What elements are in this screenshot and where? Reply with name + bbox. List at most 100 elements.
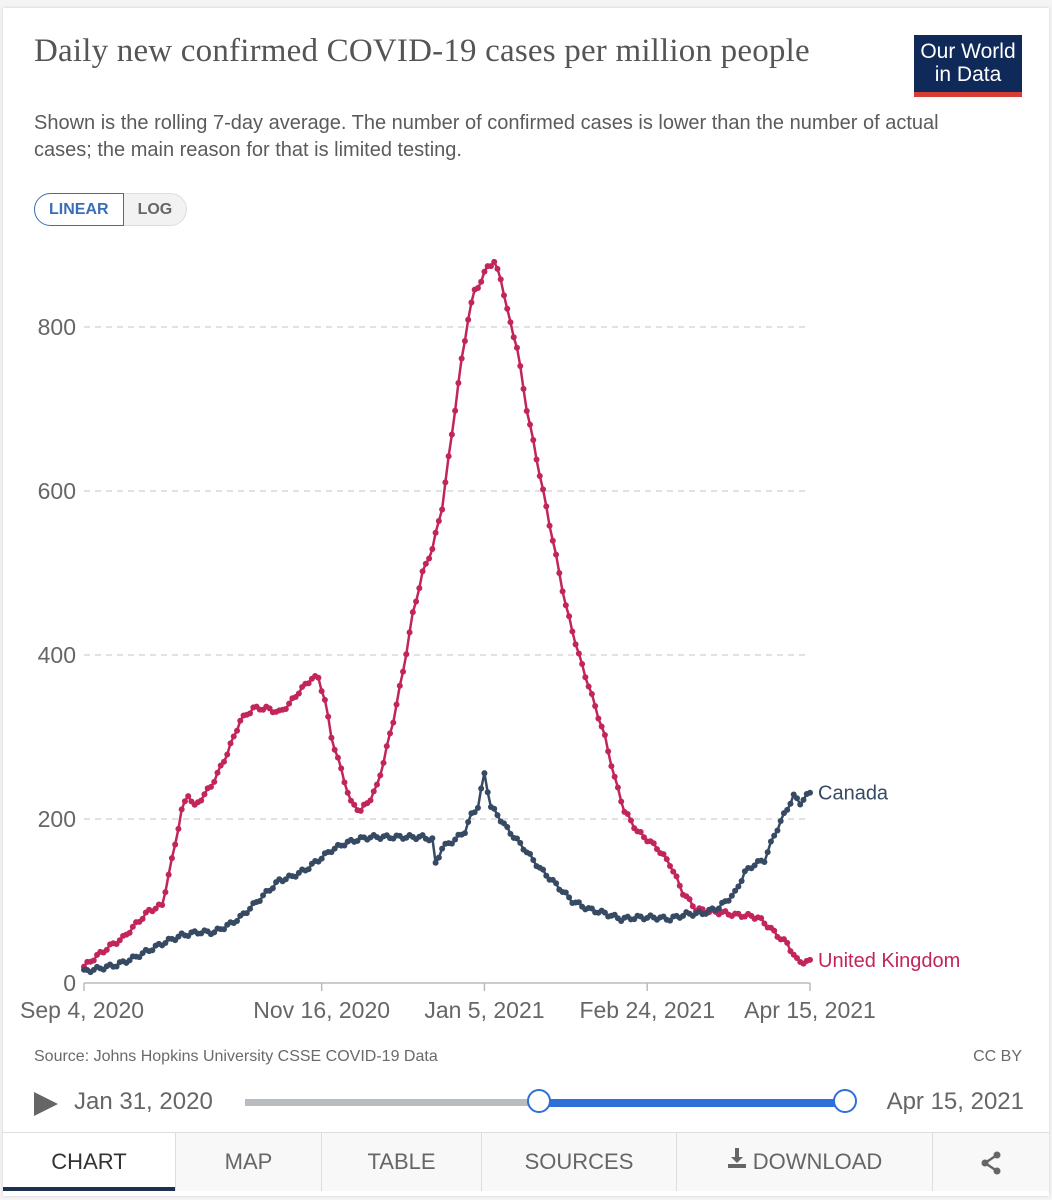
data-point (165, 871, 172, 878)
data-point (325, 713, 332, 720)
data-point (400, 668, 407, 675)
logo-accent-bar (914, 92, 1022, 97)
timeline-end-handle[interactable] (833, 1089, 857, 1113)
tab-download-label: DOWNLOAD (752, 1149, 883, 1174)
data-point (667, 863, 674, 870)
data-point (377, 772, 384, 779)
data-point (500, 292, 507, 299)
tab-sources[interactable]: SOURCES (481, 1133, 676, 1191)
series-label-canada: Canada (818, 783, 889, 805)
data-point (807, 789, 813, 796)
data-point (247, 710, 254, 717)
data-point (393, 701, 400, 708)
data-point (429, 546, 436, 553)
data-point (758, 915, 765, 922)
data-point (807, 956, 813, 963)
tab-download[interactable]: DOWNLOAD (676, 1133, 932, 1191)
data-point (595, 715, 602, 722)
data-point (406, 629, 413, 636)
tab-table[interactable]: TABLE (321, 1133, 481, 1191)
timeline-start-handle[interactable] (527, 1089, 551, 1113)
data-point (162, 939, 169, 946)
data-point (175, 825, 182, 832)
data-point (689, 903, 696, 910)
data-point (461, 830, 468, 837)
data-point (793, 795, 800, 802)
y-axis-ticks: 0 200 400 600 800 (38, 314, 76, 996)
data-point (458, 355, 465, 362)
data-point (181, 798, 188, 805)
data-point (162, 889, 169, 896)
data-point (347, 797, 354, 804)
data-point (351, 801, 358, 808)
play-icon[interactable] (34, 1092, 58, 1116)
data-point (533, 456, 540, 463)
scale-toggle: LINEAR LOG (34, 193, 188, 226)
data-point (172, 841, 179, 848)
tab-map[interactable]: MAP (175, 1133, 321, 1191)
tab-chart[interactable]: CHART (3, 1133, 175, 1191)
data-point (383, 743, 390, 750)
data-point (286, 700, 293, 707)
license-link[interactable]: CC BY (973, 1048, 1022, 1065)
data-point (465, 316, 472, 323)
data-point (474, 804, 481, 811)
data-point (116, 937, 123, 944)
data-point (413, 598, 420, 605)
data-point (481, 268, 488, 275)
data-point (536, 473, 543, 480)
data-point (510, 334, 517, 341)
data-point (367, 797, 374, 804)
data-point (269, 885, 276, 892)
data-point (481, 770, 488, 777)
data-point (767, 838, 774, 845)
source-note[interactable]: Source: Johns Hopkins University CSSE CO… (34, 1048, 438, 1065)
data-point (592, 702, 599, 709)
data-point (670, 868, 677, 875)
data-point (396, 682, 403, 689)
data-point (334, 754, 341, 761)
data-point (663, 856, 670, 863)
data-point (136, 954, 143, 961)
data-point (543, 872, 550, 879)
series-label-united-kingdom: United Kingdom (818, 950, 960, 972)
data-point (530, 856, 537, 863)
data-point (618, 798, 625, 805)
data-point (129, 923, 136, 930)
log-scale-button[interactable]: LOG (123, 193, 188, 226)
y-tick-label: 200 (38, 806, 76, 832)
y-tick-label: 800 (38, 314, 76, 340)
data-point (338, 765, 345, 772)
data-point (673, 873, 680, 880)
tab-share[interactable] (932, 1133, 1049, 1191)
data-point (513, 835, 520, 842)
data-point (478, 278, 485, 285)
data-point (549, 537, 556, 544)
data-point (735, 883, 742, 890)
data-point (344, 789, 351, 796)
x-tick-label: Jan 5, 2021 (424, 997, 544, 1023)
data-point (429, 835, 436, 842)
data-point (653, 846, 660, 853)
data-point (357, 807, 364, 814)
data-point (465, 819, 472, 826)
data-point (103, 946, 110, 953)
data-point (237, 717, 244, 724)
data-point (439, 506, 446, 513)
series-line (82, 260, 811, 968)
linear-scale-button[interactable]: LINEAR (34, 193, 124, 226)
data-point (640, 834, 647, 841)
data-point (416, 585, 423, 592)
data-point (328, 734, 335, 741)
data-point (448, 840, 455, 847)
timeline-selected-range[interactable] (539, 1099, 845, 1107)
x-tick-label: Sep 4, 2020 (20, 997, 144, 1023)
data-point (553, 880, 560, 887)
owid-logo[interactable]: Our World in Data (914, 35, 1022, 97)
data-point (774, 827, 781, 834)
data-point (152, 905, 159, 912)
timeline-end-label: Apr 15, 2021 (886, 1088, 1024, 1115)
logo-line-2: in Data (934, 63, 1002, 86)
data-point (553, 551, 560, 558)
series-labels: United Kingdom Canada (818, 783, 960, 972)
